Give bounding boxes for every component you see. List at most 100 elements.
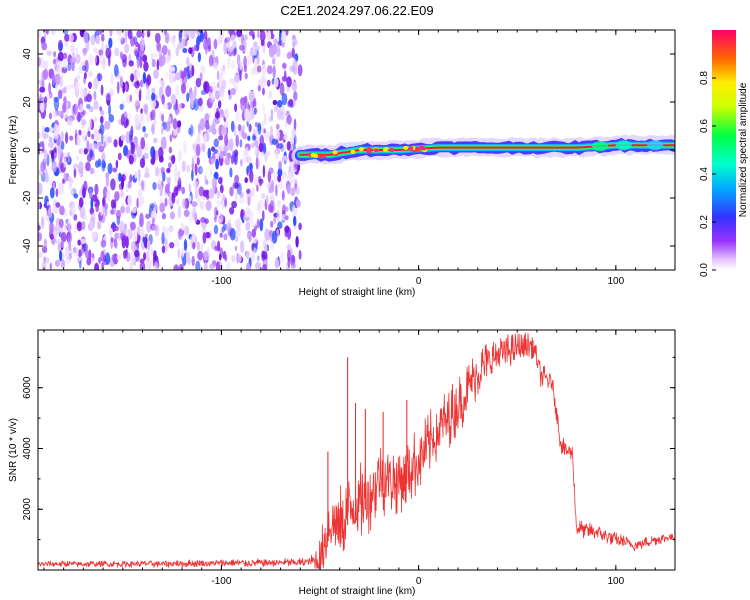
noise-speckle xyxy=(84,249,89,259)
noise-speckle xyxy=(41,216,45,229)
noise-speckle xyxy=(219,150,224,159)
noise-speckle xyxy=(199,118,206,131)
x-tick-label: 0 xyxy=(416,276,422,287)
noise-speckle xyxy=(91,194,98,202)
noise-speckle xyxy=(191,169,194,182)
noise-speckle xyxy=(139,55,143,69)
noise-speckle xyxy=(251,67,255,76)
noise-speckle xyxy=(239,59,243,72)
noise-speckle xyxy=(268,167,274,174)
noise-speckle xyxy=(101,132,104,145)
noise-speckle xyxy=(263,244,268,254)
noise-speckle xyxy=(262,264,268,270)
noise-speckle xyxy=(143,252,147,261)
noise-speckle xyxy=(260,75,267,88)
noise-speckle xyxy=(257,123,262,135)
noise-speckle xyxy=(134,81,141,89)
noise-speckle xyxy=(75,46,79,55)
noise-speckle xyxy=(164,183,170,194)
noise-speckle xyxy=(52,110,57,118)
noise-speckle xyxy=(245,251,250,260)
noise-speckle xyxy=(137,43,141,52)
noise-speckle xyxy=(66,84,72,91)
noise-speckle xyxy=(261,193,266,199)
noise-speckle xyxy=(274,38,279,50)
noise-speckle xyxy=(57,243,61,252)
noise-speckle xyxy=(235,110,241,123)
noise-speckle xyxy=(78,249,82,258)
noise-speckle xyxy=(226,261,231,270)
noise-speckle xyxy=(244,108,250,121)
noise-speckle xyxy=(122,58,127,68)
noise-speckle xyxy=(205,179,209,185)
noise-speckle xyxy=(68,33,74,43)
noise-speckle xyxy=(158,79,163,85)
noise-speckle xyxy=(266,65,273,75)
noise-speckle xyxy=(276,199,282,208)
y-tick-label: 40 xyxy=(22,48,33,60)
noise-speckle xyxy=(282,155,288,161)
noise-speckle xyxy=(213,38,218,50)
noise-speckle xyxy=(186,57,190,66)
noise-speckle xyxy=(239,139,243,148)
noise-speckle xyxy=(160,136,167,150)
noise-speckle xyxy=(38,232,43,242)
noise-speckle xyxy=(166,176,171,183)
noise-speckle xyxy=(135,99,139,107)
noise-speckle xyxy=(193,98,200,111)
signal-knot xyxy=(332,150,338,155)
noise-speckle xyxy=(59,205,65,216)
noise-speckle xyxy=(136,70,140,79)
noise-speckle xyxy=(208,54,214,67)
noise-speckle xyxy=(165,85,172,97)
noise-speckle xyxy=(68,180,73,190)
noise-speckle xyxy=(218,253,222,261)
noise-speckle xyxy=(171,192,176,204)
signal-knot xyxy=(415,147,421,152)
noise-speckle xyxy=(146,239,151,251)
noise-speckle xyxy=(39,93,42,102)
noise-speckle xyxy=(295,186,300,195)
noise-speckle xyxy=(94,183,99,196)
noise-speckle xyxy=(161,113,165,123)
noise-speckle xyxy=(121,177,124,190)
noise-speckle xyxy=(239,44,245,51)
noise-speckle xyxy=(77,111,81,123)
noise-speckle xyxy=(166,167,171,174)
noise-speckle xyxy=(48,141,55,149)
y-tick-label: 0 xyxy=(22,147,33,153)
noise-speckle xyxy=(210,158,215,165)
noise-speckle xyxy=(237,124,242,132)
noise-speckle xyxy=(152,149,156,162)
noise-speckle xyxy=(194,212,198,223)
noise-speckle xyxy=(156,59,160,71)
noise-speckle xyxy=(292,41,296,49)
noise-speckle xyxy=(221,194,226,201)
noise-speckle xyxy=(245,221,251,231)
noise-speckle xyxy=(219,232,223,238)
noise-speckle xyxy=(289,65,296,72)
noise-speckle xyxy=(240,99,246,112)
noise-speckle xyxy=(163,103,169,110)
noise-speckle xyxy=(100,115,104,124)
noise-speckle xyxy=(43,256,47,264)
noise-speckle xyxy=(293,118,297,131)
noise-speckle xyxy=(261,64,267,76)
noise-speckle xyxy=(73,193,79,199)
noise-speckle xyxy=(62,152,68,158)
noise-speckle xyxy=(291,254,295,264)
noise-speckle xyxy=(140,108,143,114)
noise-speckle xyxy=(244,34,248,41)
noise-speckle xyxy=(154,32,161,44)
noise-speckle xyxy=(298,249,302,260)
noise-speckle xyxy=(236,30,243,38)
noise-speckle xyxy=(98,49,104,57)
snr-xlabel: Height of straight line (km) xyxy=(299,586,416,597)
noise-speckle xyxy=(70,189,74,196)
noise-speckle xyxy=(95,205,99,213)
noise-speckle xyxy=(140,137,146,150)
noise-speckle xyxy=(184,30,190,40)
signal-knot xyxy=(403,145,409,150)
noise-speckle xyxy=(43,149,48,161)
noise-speckle xyxy=(89,142,93,151)
